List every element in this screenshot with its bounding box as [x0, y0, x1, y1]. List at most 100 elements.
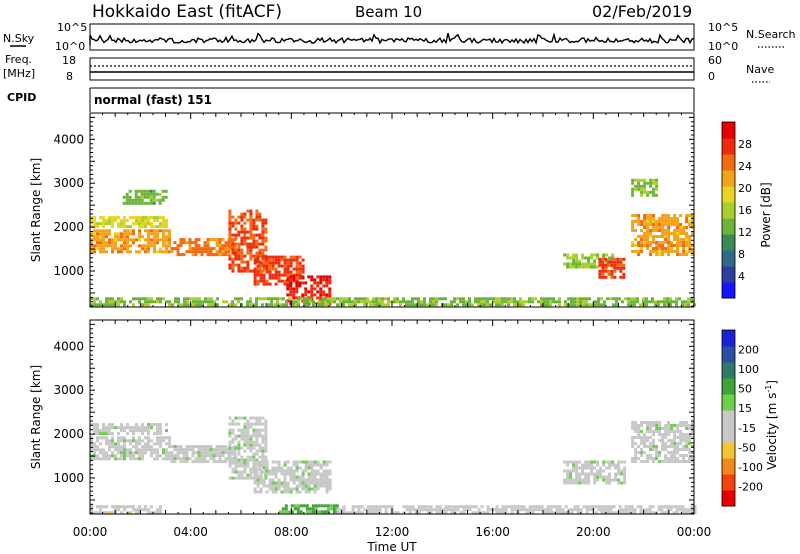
data-cell: [685, 238, 689, 241]
data-cell: [360, 300, 363, 304]
data-cell: [643, 460, 647, 463]
data-cell: [286, 258, 290, 262]
data-cell: [420, 303, 423, 307]
data-cell: [313, 487, 317, 491]
data-cell: [354, 511, 358, 515]
data-cell: [658, 430, 662, 433]
data-cell: [676, 232, 680, 235]
data-cell: [655, 187, 659, 191]
data-cell: [258, 422, 262, 426]
data-cell: [405, 508, 409, 512]
data-cell: [197, 445, 201, 449]
colorbar-swatch: [722, 362, 735, 379]
data-cell: [278, 510, 282, 514]
data-cell: [212, 451, 216, 455]
data-cell: [561, 511, 565, 515]
data-cell: [147, 229, 150, 233]
colorbar-swatch: [722, 218, 735, 235]
data-cell: [197, 451, 201, 455]
data-cell: [123, 505, 126, 509]
data-cell: [126, 426, 129, 430]
data-cell: [252, 431, 256, 435]
data-cell: [322, 469, 326, 473]
y-tick-label: 3000: [53, 383, 84, 397]
data-cell: [614, 475, 618, 479]
data-cell: [569, 460, 573, 464]
data-cell: [667, 460, 671, 463]
data-cell: [597, 508, 601, 512]
data-cell: [667, 232, 671, 235]
data-cell: [298, 284, 302, 288]
data-cell: [649, 232, 653, 235]
data-cell: [276, 303, 279, 307]
data-cell: [240, 416, 244, 420]
data-cell: [292, 287, 296, 291]
data-cell: [93, 432, 96, 436]
data-cell: [604, 266, 608, 270]
colorbar-tick-label: 12: [738, 226, 752, 239]
data-cell: [513, 297, 516, 301]
data-cell: [90, 297, 93, 301]
data-cell: [262, 267, 266, 271]
data-cell: [261, 440, 265, 444]
data-cell: [114, 241, 117, 245]
data-cell: [619, 260, 623, 264]
data-cell: [271, 460, 275, 464]
data-cell: [132, 432, 135, 436]
y-tick-label: 1000: [53, 471, 84, 485]
data-cell: [141, 216, 144, 220]
data-cell: [301, 469, 305, 473]
data-cell: [676, 448, 680, 451]
data-cell: [627, 303, 630, 307]
data-cell: [152, 192, 156, 196]
data-cell: [126, 451, 129, 455]
data-cell: [673, 436, 677, 439]
data-cell: [188, 445, 192, 449]
data-cell: [612, 297, 615, 301]
data-cell: [246, 260, 250, 264]
data-cell: [108, 511, 111, 515]
data-cell: [682, 226, 686, 229]
data-cell: [333, 300, 336, 304]
data-cell: [357, 511, 361, 515]
data-cell: [286, 270, 290, 274]
data-cell: [147, 250, 150, 254]
data-cell: [237, 470, 241, 474]
data-cell: [623, 475, 627, 479]
data-cell: [237, 230, 241, 234]
data-cell: [234, 467, 238, 471]
data-cell: [249, 449, 253, 453]
data-cell: [495, 303, 498, 307]
data-cell: [105, 303, 108, 307]
data-cell: [328, 469, 332, 473]
data-cell: [150, 454, 153, 458]
data-cell: [264, 230, 268, 234]
data-cell: [664, 430, 668, 433]
data-cell: [274, 276, 278, 280]
data-cell: [165, 241, 168, 245]
data-cell: [221, 238, 225, 242]
data-cell: [360, 297, 363, 301]
data-cell: [165, 429, 168, 433]
data-cell: [218, 454, 222, 458]
data-cell: [627, 508, 631, 512]
data-cell: [274, 460, 278, 464]
data-cell: [99, 303, 102, 307]
data-cell: [292, 460, 296, 464]
data-cell: [264, 419, 268, 423]
data-cell: [693, 508, 697, 512]
data-cell: [231, 263, 235, 267]
data-cell: [203, 460, 207, 464]
data-cell: [274, 282, 278, 286]
data-cell: [252, 428, 256, 432]
data-cell: [631, 445, 635, 448]
data-cell: [179, 448, 183, 452]
data-cell: [575, 466, 579, 470]
data-cell: [685, 253, 689, 256]
data-cell: [652, 439, 656, 442]
data-cell: [156, 457, 159, 461]
data-cell: [237, 473, 241, 477]
data-cell: [381, 303, 384, 307]
data-cell: [605, 475, 609, 479]
data-cell: [289, 299, 293, 303]
